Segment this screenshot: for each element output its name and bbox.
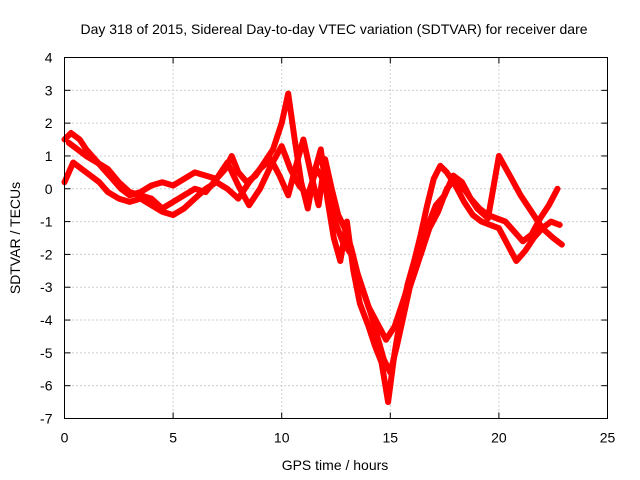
- x-tick-label: 10: [274, 430, 290, 446]
- y-tick-label: 3: [45, 82, 53, 98]
- y-tick-label: -1: [40, 214, 53, 230]
- x-tick-label: 0: [61, 430, 69, 446]
- x-tick-label: 20: [491, 430, 507, 446]
- series-line-1: [61, 90, 563, 406]
- y-tick-label: -2: [40, 246, 53, 262]
- y-tick-label: -3: [40, 279, 53, 295]
- y-tick-label: -5: [40, 345, 53, 361]
- chart-title: Day 318 of 2015, Sidereal Day-to-day VTE…: [80, 21, 587, 37]
- plot-frame: [64, 57, 608, 419]
- series-line-2: [61, 136, 561, 376]
- y-axis-ticks: -7 -6 -5 -4 -3 -2 -1 0 1 2 3 4: [40, 50, 608, 427]
- y-tick-label: 1: [45, 148, 53, 164]
- x-axis-label: GPS time / hours: [282, 457, 389, 473]
- y-tick-label: -7: [40, 411, 53, 427]
- y-tick-label: 0: [45, 181, 53, 197]
- x-axis-ticks: 0 5 10 15 20 25: [61, 57, 616, 446]
- x-tick-label: 25: [600, 430, 616, 446]
- y-tick-label: 2: [45, 115, 53, 131]
- y-tick-label: -4: [40, 312, 53, 328]
- x-tick-label: 5: [169, 430, 177, 446]
- x-tick-label: 15: [383, 430, 399, 446]
- y-axis-label: SDTVAR / TECUs: [7, 182, 23, 294]
- series-line-3: [65, 139, 565, 343]
- series-group: [61, 90, 565, 406]
- y-tick-label: 4: [45, 50, 53, 66]
- y-tick-label: -6: [40, 378, 53, 394]
